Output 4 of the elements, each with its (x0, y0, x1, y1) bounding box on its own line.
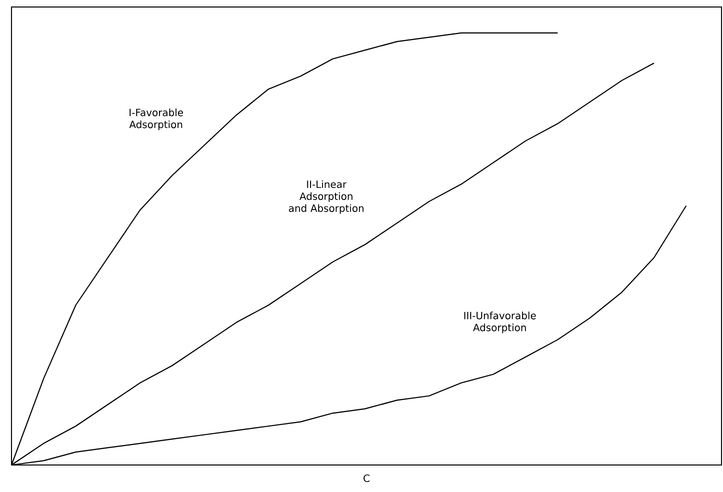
x-axis-title: C (364, 474, 370, 482)
annotation: II-Linear Adsorption and Absorption (288, 180, 364, 214)
annotation: III-Unfavorable Adsorption (464, 312, 536, 334)
annotation: I-Favorable Adsorption (129, 108, 184, 130)
